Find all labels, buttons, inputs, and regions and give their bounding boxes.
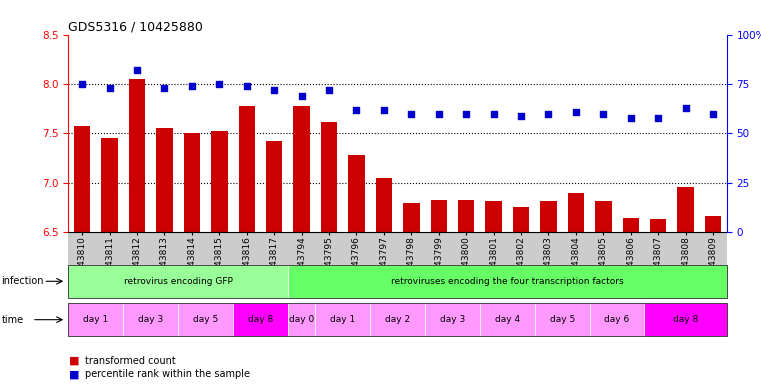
Bar [266, 141, 282, 384]
Point [680, 105, 692, 111]
Point [707, 111, 719, 117]
Bar [513, 207, 530, 384]
Bar [101, 138, 118, 384]
Point [76, 81, 88, 87]
Point [131, 67, 143, 73]
Point [515, 113, 527, 119]
Point [597, 111, 610, 117]
Bar [349, 155, 365, 384]
Text: day 5: day 5 [193, 315, 218, 324]
Bar [458, 200, 474, 384]
Point [323, 87, 335, 93]
Bar [540, 201, 557, 384]
Bar [486, 201, 501, 384]
Text: day 4: day 4 [495, 315, 520, 324]
Text: day 6: day 6 [604, 315, 629, 324]
Bar [595, 201, 612, 384]
Text: ■: ■ [68, 356, 79, 366]
Bar [677, 187, 694, 384]
Text: day 3: day 3 [440, 315, 465, 324]
Bar [129, 79, 145, 384]
Text: percentile rank within the sample: percentile rank within the sample [85, 369, 250, 379]
Text: day 1: day 1 [83, 315, 109, 324]
Point [158, 85, 170, 91]
Text: retrovirus encoding GFP: retrovirus encoding GFP [124, 277, 233, 286]
Text: day 5: day 5 [549, 315, 575, 324]
Text: transformed count: transformed count [85, 356, 176, 366]
Text: day 0: day 0 [289, 315, 314, 324]
Text: day 8: day 8 [673, 315, 699, 324]
Bar [431, 200, 447, 384]
Bar [321, 122, 337, 384]
Bar [183, 134, 200, 384]
Bar [376, 178, 392, 384]
Bar [211, 131, 228, 384]
Text: day 3: day 3 [139, 315, 164, 324]
Bar [622, 218, 639, 384]
Point [186, 83, 198, 89]
Bar [238, 106, 255, 384]
Bar [650, 220, 667, 384]
Bar [74, 126, 91, 384]
Point [240, 83, 253, 89]
Text: GDS5316 / 10425880: GDS5316 / 10425880 [68, 20, 203, 33]
Point [543, 111, 555, 117]
Point [460, 111, 473, 117]
Bar [294, 106, 310, 384]
Text: day 2: day 2 [385, 315, 410, 324]
Text: day 1: day 1 [330, 315, 355, 324]
Point [377, 107, 390, 113]
Point [652, 114, 664, 121]
Point [433, 111, 445, 117]
Text: retroviruses encoding the four transcription factors: retroviruses encoding the four transcrip… [391, 277, 624, 286]
Point [350, 107, 362, 113]
Point [295, 93, 307, 99]
Point [488, 111, 500, 117]
Text: ■: ■ [68, 369, 79, 379]
Bar [705, 217, 721, 384]
Point [570, 109, 582, 115]
Point [268, 87, 280, 93]
Text: infection: infection [2, 276, 44, 286]
Text: time: time [2, 314, 24, 325]
Bar [403, 203, 419, 384]
Point [213, 81, 225, 87]
Bar [568, 193, 584, 384]
Text: day 8: day 8 [248, 315, 273, 324]
Point [625, 114, 637, 121]
Point [103, 85, 116, 91]
Point [406, 111, 418, 117]
Bar [156, 129, 173, 384]
